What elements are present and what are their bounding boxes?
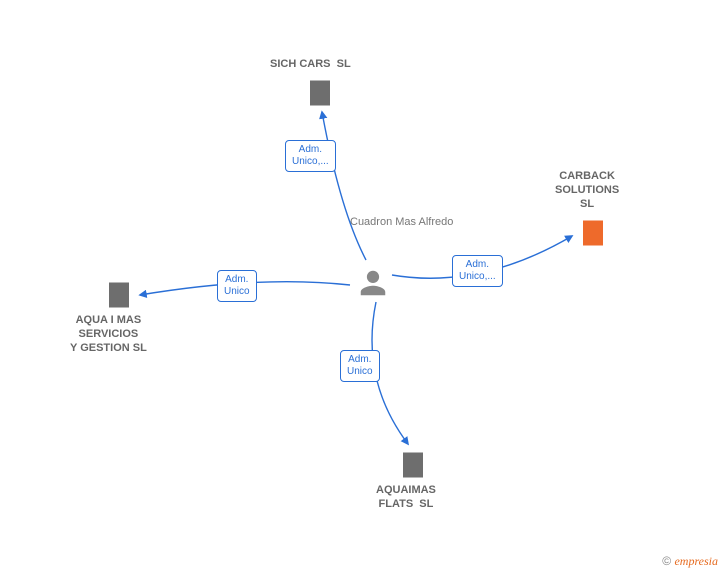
- building-aqua: [104, 280, 134, 310]
- credit: © empresia: [662, 554, 718, 569]
- building-aquaimas: [398, 450, 428, 480]
- edge-label-sich: Adm. Unico,...: [285, 140, 336, 172]
- node-label-sich: SICH CARS SL: [270, 58, 351, 72]
- edge-sich: [322, 112, 366, 260]
- person-label: Cuadron Mas Alfredo: [350, 216, 453, 230]
- node-label-carback: CARBACK SOLUTIONS SL: [555, 170, 619, 211]
- edge-label-carback: Adm. Unico,...: [452, 255, 503, 287]
- person-icon: [358, 268, 388, 298]
- building-sich: [305, 78, 335, 108]
- building-carback: [578, 218, 608, 248]
- node-label-aquaimas: AQUAIMAS FLATS SL: [376, 484, 436, 512]
- credit-copyright: ©: [662, 554, 671, 568]
- node-label-aqua: AQUA I MAS SERVICIOS Y GESTION SL: [70, 314, 147, 355]
- credit-brand: empresia: [674, 554, 718, 568]
- edge-label-aqua: Adm. Unico: [217, 270, 257, 302]
- edge-label-aquaimas: Adm. Unico: [340, 350, 380, 382]
